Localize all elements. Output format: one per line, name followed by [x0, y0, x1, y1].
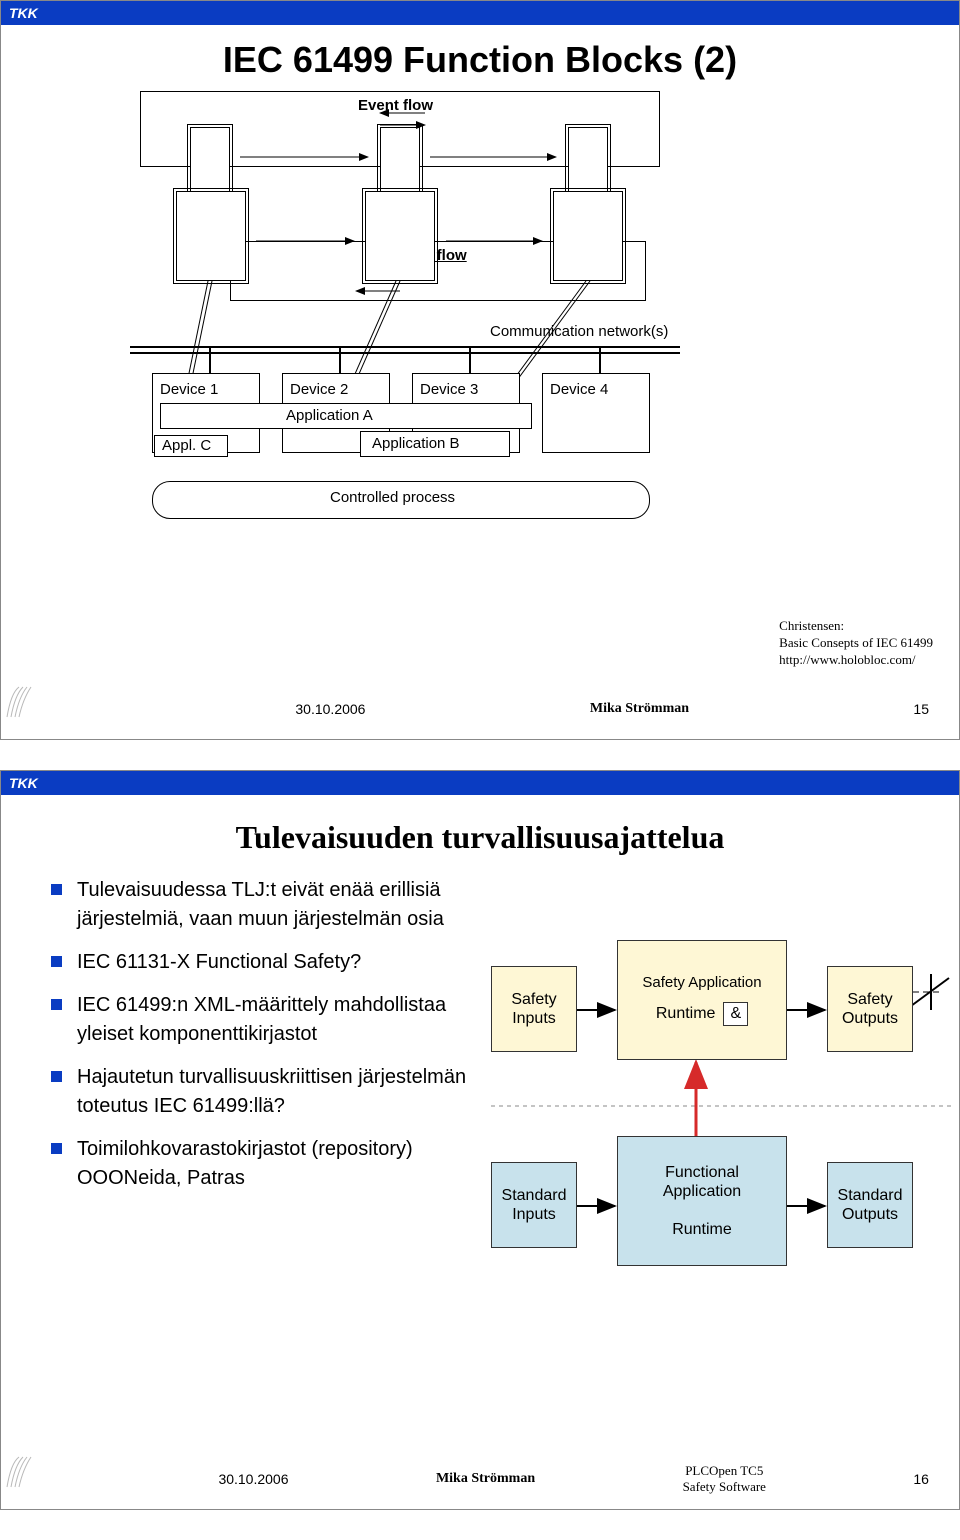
standard-outputs-box: Standard Outputs	[827, 1162, 913, 1248]
standard-inputs-box: Standard Inputs	[491, 1162, 577, 1248]
page-number: 16	[913, 1471, 929, 1487]
bullet-item: Tulevaisuudessa TLJ:t eivät enää erillis…	[51, 876, 471, 934]
page-number: 15	[913, 701, 929, 717]
logo-icon	[31, 689, 71, 729]
header-badge: TKK	[9, 5, 38, 21]
header-badge: TKK	[9, 775, 38, 791]
slide-title: IEC 61499 Function Blocks (2)	[1, 25, 959, 91]
header-bar: TKK	[1, 1, 959, 25]
footer-date: 30.10.2006	[218, 1471, 288, 1487]
bullet-item: IEC 61131-X Functional Safety?	[51, 948, 471, 977]
safety-diagram: Safety Inputs Safety Application Runtime…	[491, 876, 919, 1296]
header-bar: TKK	[1, 771, 959, 795]
bullet-list: Tulevaisuudessa TLJ:t eivät enää erillis…	[51, 876, 471, 1296]
slide-1: TKK IEC 61499 Function Blocks (2) Event …	[0, 0, 960, 740]
footer-author: Mika Strömman	[436, 1471, 535, 1487]
footer-author: Mika Strömman	[590, 701, 689, 717]
diagram: Event flow Data flow	[100, 91, 860, 571]
footer: 30.10.2006 Mika Strömman 15	[1, 683, 959, 739]
footer-date: 30.10.2006	[295, 701, 365, 717]
comm-network-label: Communication network(s)	[490, 323, 668, 340]
footer: 30.10.2006 Mika Strömman PLCOpen TC5 Saf…	[1, 1453, 959, 1509]
bullet-item: Toimilohkovarastokirjastot (repository) …	[51, 1135, 471, 1193]
bullet-item: Hajautetun turvallisuuskriittisen järjes…	[51, 1063, 471, 1121]
slide-2: TKK Tulevaisuuden turvallisuusajattelua …	[0, 770, 960, 1510]
reference-citation: Christensen: Basic Consepts of IEC 61499…	[779, 618, 933, 669]
functional-app-box: Functional Application Runtime	[617, 1136, 787, 1266]
logo-icon	[31, 1459, 71, 1499]
footer-reference: PLCOpen TC5 Safety Software	[683, 1463, 766, 1495]
slide-title: Tulevaisuuden turvallisuusajattelua	[1, 795, 959, 876]
safety-outputs-box: Safety Outputs	[827, 966, 913, 1052]
bullet-item: IEC 61499:n XML-määrittely mahdollistaa …	[51, 991, 471, 1049]
safety-app-box: Safety Application Runtime &	[617, 940, 787, 1060]
safety-inputs-box: Safety Inputs	[491, 966, 577, 1052]
